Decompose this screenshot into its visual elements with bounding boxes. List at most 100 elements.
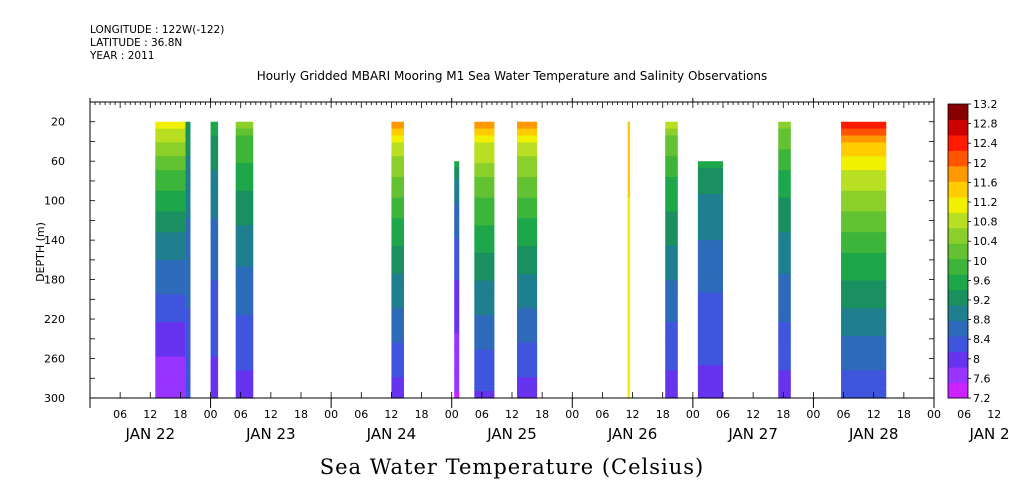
data-cell <box>391 370 404 378</box>
data-cell <box>474 225 495 233</box>
data-cell <box>235 273 254 282</box>
data-cell <box>841 363 887 371</box>
colorbar-swatch <box>948 289 968 306</box>
data-cell <box>235 121 254 130</box>
data-cell <box>474 308 495 316</box>
data-cell <box>474 363 495 371</box>
data-cell <box>474 142 495 150</box>
data-cell <box>210 149 219 157</box>
data-cell <box>778 183 791 192</box>
data-cell <box>185 163 191 171</box>
data-cell <box>627 342 631 351</box>
data-cell <box>697 305 723 314</box>
data-cell <box>235 252 254 261</box>
data-cell <box>235 246 254 254</box>
data-cell <box>454 208 460 216</box>
x-date-label: JAN 22 <box>125 425 176 443</box>
data-cell <box>391 342 404 351</box>
data-cell <box>210 328 219 337</box>
data-cell <box>155 204 186 213</box>
data-cell <box>841 287 887 295</box>
data-cell <box>517 391 538 399</box>
data-cell <box>454 321 460 328</box>
data-cell <box>235 349 254 358</box>
data-cell <box>665 225 678 233</box>
data-cell <box>391 204 404 213</box>
data-cell <box>627 170 631 178</box>
x-tick-label: 12 <box>746 408 760 421</box>
data-cell <box>778 356 791 365</box>
data-cell <box>665 121 678 130</box>
data-cell <box>155 183 186 192</box>
data-cell <box>778 190 791 199</box>
data-cell <box>697 213 723 221</box>
data-cell <box>391 176 404 185</box>
data-cell <box>235 190 254 199</box>
data-cell <box>697 371 723 379</box>
data-cell <box>185 121 191 130</box>
colorbar-label: 8.8 <box>973 314 991 327</box>
x-tick-label: 06 <box>475 408 489 421</box>
data-cell <box>210 349 219 358</box>
data-cell <box>517 328 538 337</box>
data-cell <box>778 225 791 233</box>
data-cell <box>841 356 887 365</box>
data-cell <box>474 370 495 378</box>
data-cell <box>841 266 887 275</box>
data-cell <box>391 349 404 358</box>
data-cell <box>454 332 460 340</box>
data-cell <box>391 183 404 192</box>
x-tick-label: 00 <box>445 408 459 421</box>
data-cell <box>210 232 219 240</box>
data-cell <box>185 149 191 157</box>
data-cell <box>697 266 723 274</box>
data-cell <box>517 287 538 295</box>
data-cell <box>841 225 887 233</box>
data-cell <box>665 135 678 144</box>
data-cell <box>235 363 254 371</box>
data-cell <box>155 335 186 344</box>
data-cell <box>474 190 495 199</box>
data-cell <box>210 287 219 295</box>
data-cell <box>235 301 254 309</box>
data-cell <box>841 377 887 385</box>
data-cell <box>235 163 254 171</box>
data-segment <box>627 121 631 399</box>
data-cell <box>185 239 191 247</box>
data-cell <box>627 232 631 240</box>
x-tick-label: 00 <box>204 408 218 421</box>
data-cell <box>391 211 404 220</box>
data-cell <box>841 328 887 337</box>
data-cell <box>841 349 887 358</box>
data-cell <box>474 328 495 337</box>
y-axis-label: DEPTH (m) <box>34 222 47 282</box>
data-cell <box>210 252 219 261</box>
data-cell <box>185 156 191 164</box>
data-cell <box>778 246 791 254</box>
colorbar-label: 13.2 <box>973 98 998 111</box>
data-cell <box>155 142 186 150</box>
data-cell <box>454 273 460 281</box>
data-cell <box>841 163 887 171</box>
data-cell <box>454 220 460 227</box>
data-cell <box>391 121 404 130</box>
data-cell <box>841 121 887 130</box>
data-cell <box>235 156 254 164</box>
data-cell <box>454 309 460 316</box>
data-cell <box>235 204 254 213</box>
data-cell <box>697 273 723 281</box>
colorbar-swatch <box>948 119 968 136</box>
data-cell <box>517 356 538 365</box>
data-cell <box>841 183 887 192</box>
data-cell <box>235 315 254 323</box>
data-cell <box>454 178 460 186</box>
x-tick-label: 18 <box>776 408 790 421</box>
data-cell <box>627 280 631 289</box>
data-segment <box>474 121 495 399</box>
data-cell <box>627 190 631 199</box>
data-cell <box>185 211 191 220</box>
data-cell <box>665 252 678 261</box>
data-cell <box>155 363 186 371</box>
data-cell <box>391 239 404 247</box>
